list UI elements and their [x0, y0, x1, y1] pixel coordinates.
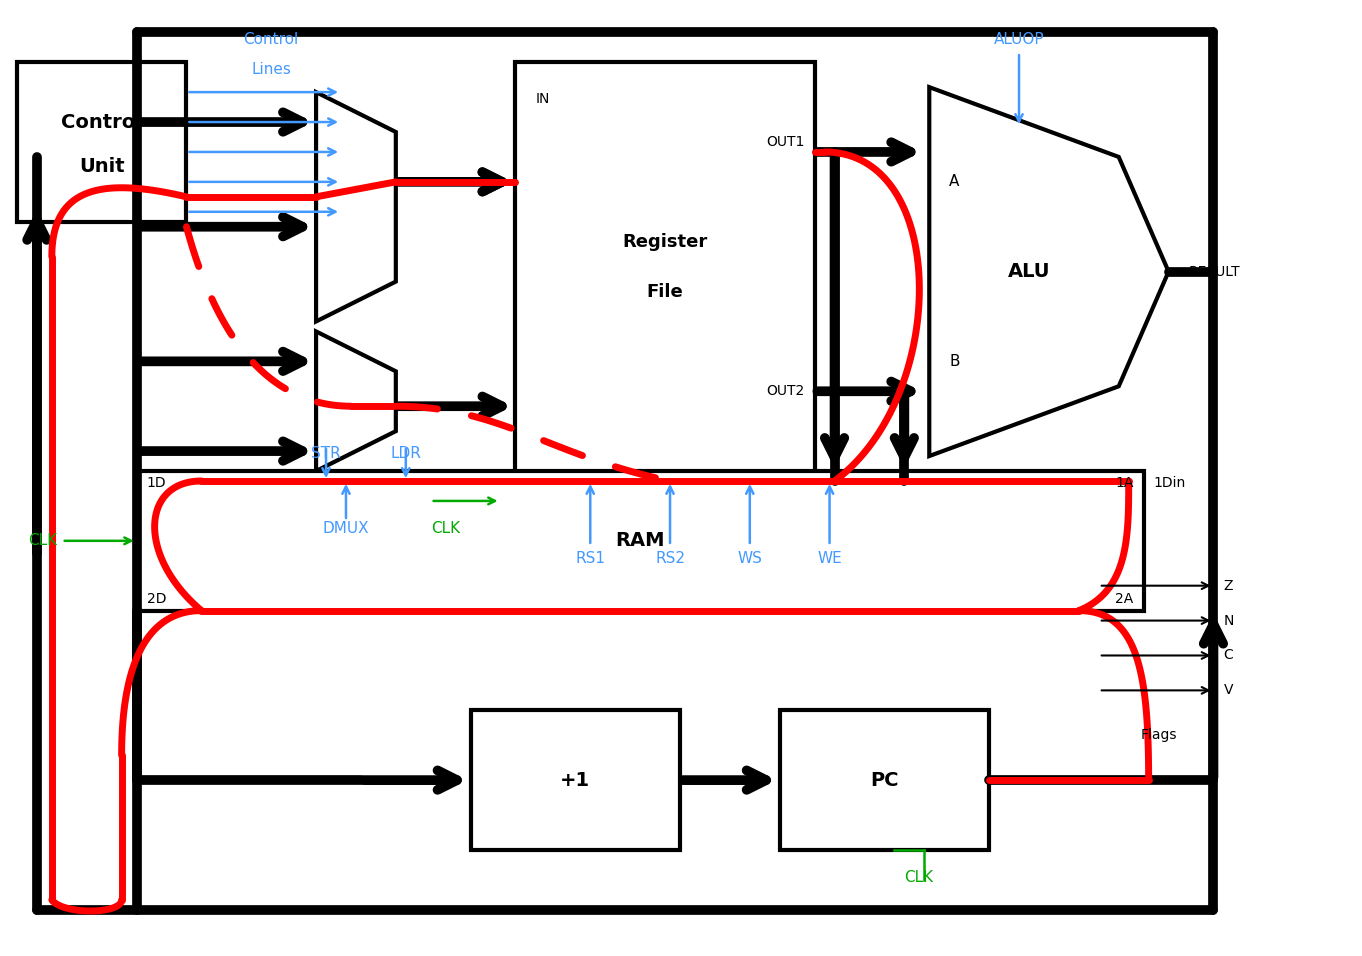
FancyBboxPatch shape — [16, 62, 187, 222]
Text: Unit: Unit — [79, 158, 124, 177]
Text: +1: +1 — [560, 771, 590, 790]
Text: RS1: RS1 — [575, 551, 605, 566]
Text: LDR: LDR — [391, 446, 421, 461]
Text: 1D: 1D — [147, 476, 166, 490]
Text: RAM: RAM — [616, 532, 665, 551]
Text: STR: STR — [311, 446, 340, 461]
Text: ALU: ALU — [1008, 262, 1050, 281]
Text: B: B — [949, 354, 960, 369]
Text: Control: Control — [61, 113, 142, 132]
Text: 2D: 2D — [147, 592, 166, 606]
Text: V: V — [1223, 684, 1233, 697]
Text: Lines: Lines — [251, 62, 291, 77]
FancyBboxPatch shape — [515, 62, 814, 481]
Text: Register: Register — [622, 232, 708, 250]
Text: CLK: CLK — [27, 533, 57, 549]
Text: A: A — [949, 174, 960, 189]
Text: DMUX: DMUX — [323, 521, 369, 536]
Text: Control: Control — [244, 33, 298, 47]
Polygon shape — [316, 92, 396, 321]
Polygon shape — [316, 332, 396, 471]
Text: CLK: CLK — [904, 870, 933, 885]
Text: Z: Z — [1223, 578, 1233, 593]
Text: RESULT: RESULT — [1189, 265, 1241, 278]
Text: ALUOP: ALUOP — [994, 33, 1045, 47]
Text: WE: WE — [817, 551, 842, 566]
Text: WS: WS — [737, 551, 763, 566]
Text: 1A: 1A — [1115, 476, 1133, 490]
Text: OUT1: OUT1 — [767, 135, 805, 149]
FancyBboxPatch shape — [471, 710, 680, 850]
FancyBboxPatch shape — [779, 710, 989, 850]
Text: 2A: 2A — [1115, 592, 1133, 606]
Text: C: C — [1223, 648, 1233, 663]
FancyBboxPatch shape — [136, 471, 1144, 611]
Text: Flags: Flags — [1140, 728, 1177, 742]
Text: IN: IN — [535, 92, 550, 106]
Text: CLK: CLK — [430, 521, 460, 536]
Text: RS2: RS2 — [655, 551, 685, 566]
Text: PC: PC — [870, 771, 899, 790]
Text: 1Din: 1Din — [1154, 476, 1186, 490]
Polygon shape — [929, 87, 1169, 456]
Text: N: N — [1223, 614, 1234, 627]
Text: File: File — [647, 283, 684, 300]
Text: OUT2: OUT2 — [767, 384, 805, 399]
